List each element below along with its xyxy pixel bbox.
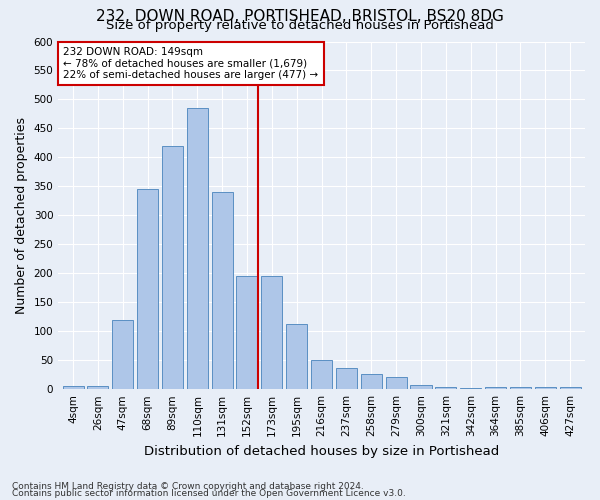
Bar: [535, 388, 556, 389]
Bar: [112, 320, 133, 389]
Text: 232, DOWN ROAD, PORTISHEAD, BRISTOL, BS20 8DG: 232, DOWN ROAD, PORTISHEAD, BRISTOL, BS2…: [96, 9, 504, 24]
Text: Contains public sector information licensed under the Open Government Licence v3: Contains public sector information licen…: [12, 489, 406, 498]
Bar: [336, 368, 357, 389]
Bar: [410, 384, 431, 389]
Bar: [510, 387, 531, 389]
Bar: [460, 388, 481, 389]
Bar: [560, 387, 581, 389]
Bar: [88, 386, 109, 389]
Bar: [311, 360, 332, 389]
Bar: [286, 324, 307, 389]
Bar: [262, 276, 283, 389]
Bar: [485, 387, 506, 389]
Y-axis label: Number of detached properties: Number of detached properties: [15, 117, 28, 314]
X-axis label: Distribution of detached houses by size in Portishead: Distribution of detached houses by size …: [144, 444, 499, 458]
Bar: [187, 108, 208, 389]
Text: 232 DOWN ROAD: 149sqm
← 78% of detached houses are smaller (1,679)
22% of semi-d: 232 DOWN ROAD: 149sqm ← 78% of detached …: [64, 46, 319, 80]
Bar: [62, 386, 83, 389]
Bar: [435, 388, 457, 389]
Bar: [162, 146, 183, 389]
Bar: [361, 374, 382, 389]
Bar: [212, 192, 233, 389]
Text: Size of property relative to detached houses in Portishead: Size of property relative to detached ho…: [106, 19, 494, 32]
Bar: [236, 276, 257, 389]
Text: Contains HM Land Registry data © Crown copyright and database right 2024.: Contains HM Land Registry data © Crown c…: [12, 482, 364, 491]
Bar: [137, 190, 158, 389]
Bar: [386, 377, 407, 389]
